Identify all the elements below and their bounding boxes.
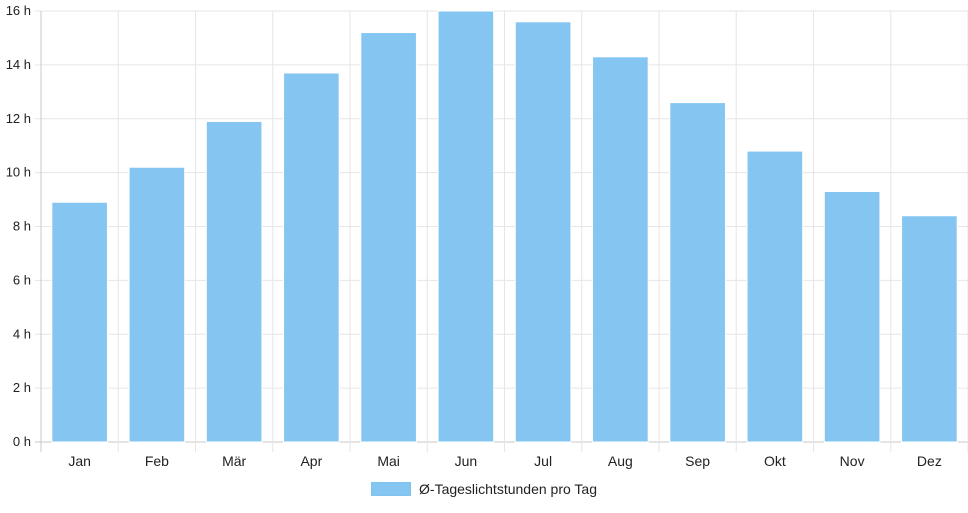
bar-Nov[interactable]: [823, 190, 881, 443]
y-axis: 0 h 2 h 4 h 6 h 8 h 10 h 12 h 14 h 16 h: [6, 3, 31, 449]
x-tick-label: Aug: [608, 453, 633, 469]
x-tick-label: Feb: [145, 453, 169, 469]
x-tick-label: Jul: [534, 453, 552, 469]
bar-Okt[interactable]: [746, 150, 804, 443]
y-tick-label: 0 h: [13, 434, 31, 449]
x-tick-label: Sep: [685, 453, 710, 469]
bar-Jul[interactable]: [514, 21, 572, 443]
x-tick-label: Nov: [840, 453, 865, 469]
bar-Apr[interactable]: [283, 72, 340, 443]
grid-lines: [35, 10, 968, 452]
x-tick-label: Jun: [455, 453, 478, 469]
legend-label: Ø-Tageslichtstunden pro Tag: [419, 481, 597, 497]
legend-swatch: [371, 482, 412, 496]
bars: [51, 10, 958, 443]
bar-Aug[interactable]: [592, 56, 649, 443]
x-axis: Jan Feb Mär Apr Mai Jun Jul Aug Sep Okt Nov Dez: [68, 453, 941, 469]
y-tick-label: 2 h: [13, 380, 31, 395]
bar-Jan[interactable]: [51, 201, 108, 443]
bar-Mär[interactable]: [205, 120, 263, 443]
bar-Sep[interactable]: [669, 102, 726, 443]
y-tick-label: 6 h: [13, 272, 31, 287]
x-tick-label: Okt: [764, 453, 786, 469]
bar-Jun[interactable]: [437, 10, 495, 443]
legend[interactable]: Ø-Tageslichtstunden pro Tag: [0, 481, 968, 497]
y-tick-label: 4 h: [13, 326, 31, 341]
x-tick-label: Mai: [377, 453, 400, 469]
y-tick-label: 12 h: [6, 111, 31, 126]
bar-Feb[interactable]: [128, 166, 186, 443]
x-tick-label: Apr: [300, 453, 322, 469]
y-tick-label: 16 h: [6, 3, 31, 18]
x-tick-label: Mär: [222, 453, 246, 469]
y-tick-label: 14 h: [6, 57, 31, 72]
y-tick-label: 10 h: [6, 165, 31, 180]
x-tick-label: Jan: [68, 453, 91, 469]
bar-Mai[interactable]: [360, 32, 417, 443]
x-tick-label: Dez: [917, 453, 942, 469]
y-tick-label: 8 h: [13, 219, 31, 234]
bar-Dez[interactable]: [901, 215, 958, 443]
